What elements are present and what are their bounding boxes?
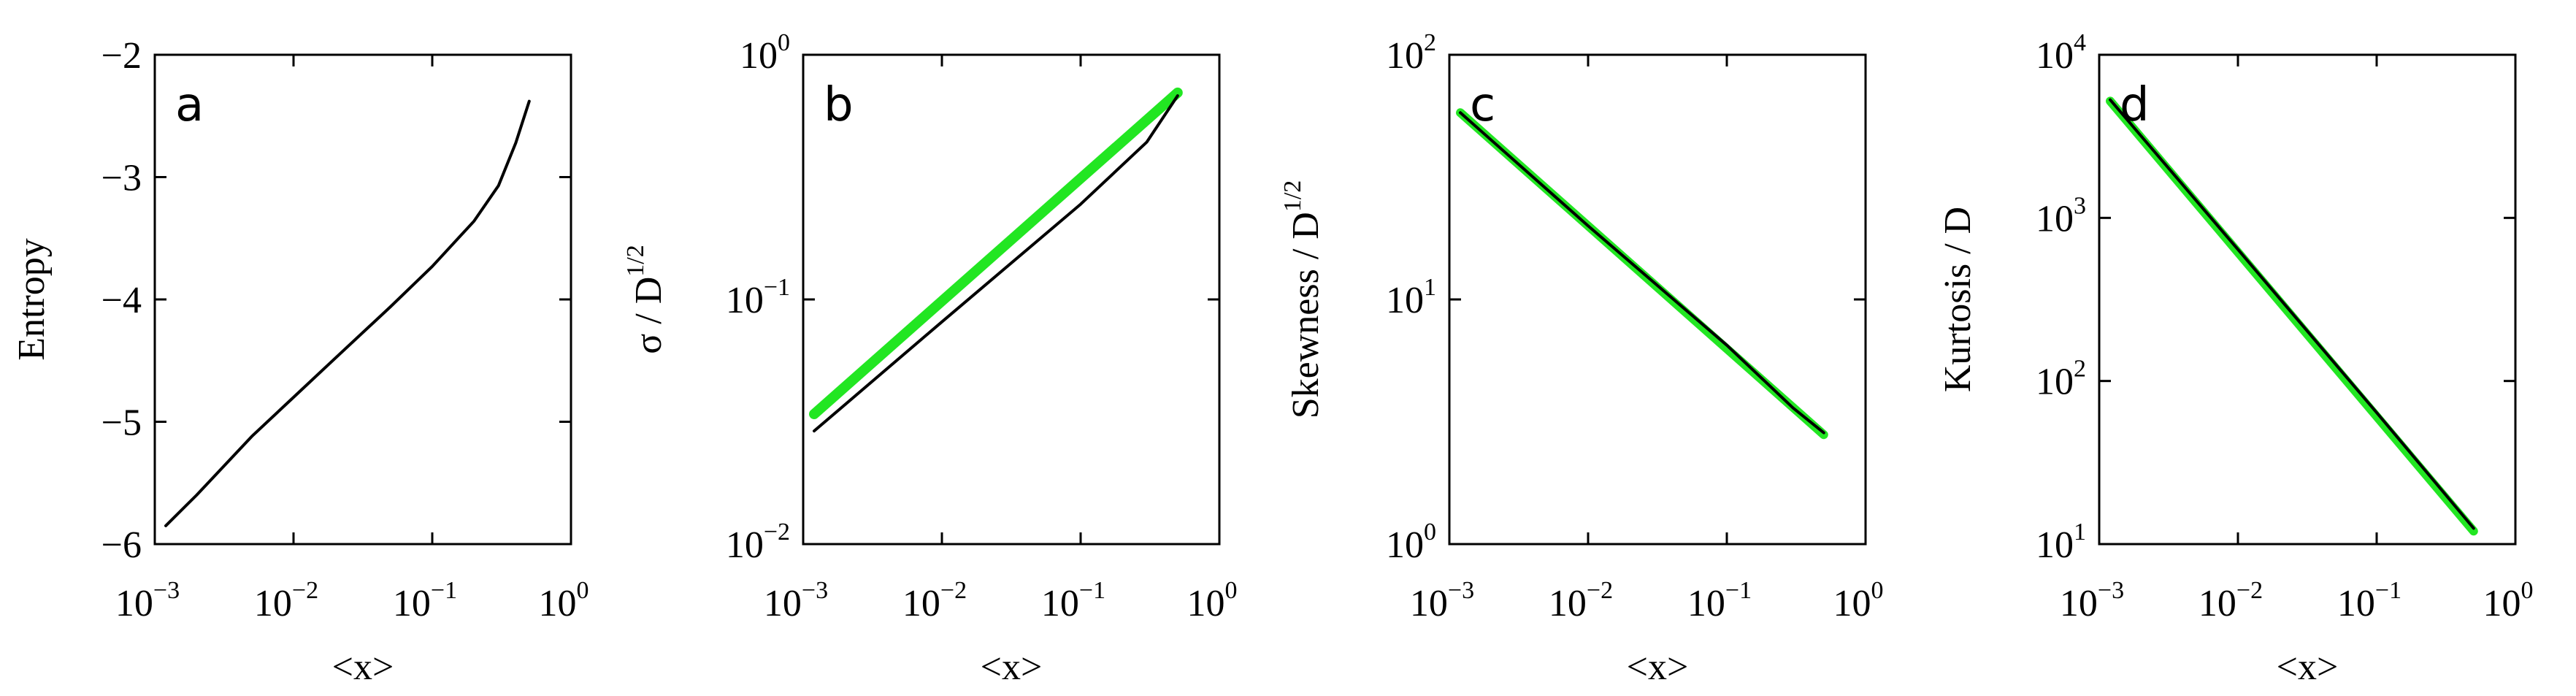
panel-letter: c (1470, 78, 1495, 132)
panel-a: 10−3 10−2 10−1 100 −6 −5 −4 −3 −2 <x> Entropy a (11, 35, 589, 688)
series-line-black (813, 94, 1179, 433)
y-tick-label: 101 (1386, 274, 1436, 321)
x-tick-label: 100 (1833, 577, 1884, 624)
x-tick-label: 10−2 (254, 577, 318, 624)
x-axis-title: <x> (1627, 646, 1689, 688)
x-axis-title: <x> (332, 646, 394, 688)
y-tick-label: 101 (2036, 519, 2086, 566)
x-tick-label: 10−1 (393, 577, 457, 624)
x-tick-label: 10−1 (1687, 577, 1752, 624)
y-tick-label: −2 (101, 35, 142, 77)
x-tick-label: 10−1 (1041, 577, 1105, 624)
y-tick-label: 102 (2036, 356, 2086, 403)
series-line-black (2109, 98, 2475, 530)
panel-letter: a (175, 78, 204, 132)
x-tick-label: 100 (1187, 577, 1238, 624)
y-tick-label: 10−2 (726, 519, 790, 566)
panel-letter: d (2120, 78, 2150, 132)
series-line-black (1459, 111, 1825, 435)
y-axis-title: Skewness / D1/2 (1279, 180, 1327, 419)
panel-c: 10−3 10−2 10−1 100 100 101 102 <x> Skewness / D1… (1279, 29, 1884, 688)
y-tick-label: 100 (1386, 519, 1436, 566)
x-axis-title: <x> (981, 646, 1043, 688)
y-axis-title: σ / D1/2 (622, 245, 670, 353)
plot-frame (153, 53, 572, 546)
panel-b: 10−3 10−2 10−1 100 10−2 10−1 100 <x> σ / D1/2 b (622, 29, 1238, 688)
panel-d: 10−3 10−2 10−1 100 101 102 103 104 <x> Kurtosis /… (1937, 29, 2534, 688)
plot-frame (1448, 53, 1867, 546)
plot-frame (2098, 53, 2517, 546)
x-tick-label: 10−2 (2199, 577, 2263, 624)
x-tick-label: 10−1 (2337, 577, 2401, 624)
y-tick-label: 102 (1386, 29, 1436, 77)
y-tick-label: −4 (101, 280, 142, 321)
x-axis-title: <x> (2277, 646, 2339, 688)
y-axis-title: Kurtosis / D (1937, 207, 1979, 392)
y-tick-label: 100 (740, 29, 790, 77)
x-tick-label: 100 (539, 577, 589, 624)
y-axis-title: Entropy (11, 238, 53, 361)
series-line-black (164, 99, 531, 527)
x-tick-label: 10−3 (2060, 577, 2124, 624)
y-tick-label: −6 (101, 524, 142, 566)
x-tick-label: 100 (2483, 577, 2534, 624)
x-tick-label: 10−3 (1410, 577, 1474, 624)
series-line-green (809, 87, 1183, 419)
y-tick-label: 103 (2036, 192, 2086, 240)
x-tick-label: 10−3 (115, 577, 180, 624)
panel-letter: b (824, 78, 854, 132)
x-tick-label: 10−2 (902, 577, 967, 624)
y-tick-label: −5 (101, 402, 142, 444)
y-tick-label: −3 (101, 158, 142, 199)
x-tick-label: 10−2 (1549, 577, 1613, 624)
y-tick-label: 10−1 (726, 274, 790, 321)
y-tick-label: 104 (2036, 29, 2086, 77)
x-tick-label: 10−3 (764, 577, 828, 624)
